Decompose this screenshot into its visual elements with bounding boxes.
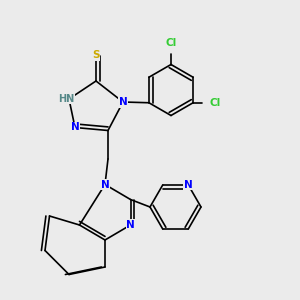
Text: Cl: Cl [210,98,221,108]
Text: N: N [184,180,193,190]
Text: N: N [118,97,127,107]
Text: HN: HN [58,94,74,104]
Text: N: N [70,122,80,133]
Text: N: N [100,179,109,190]
Text: S: S [92,50,100,61]
Text: N: N [126,220,135,230]
Text: Cl: Cl [165,38,177,48]
